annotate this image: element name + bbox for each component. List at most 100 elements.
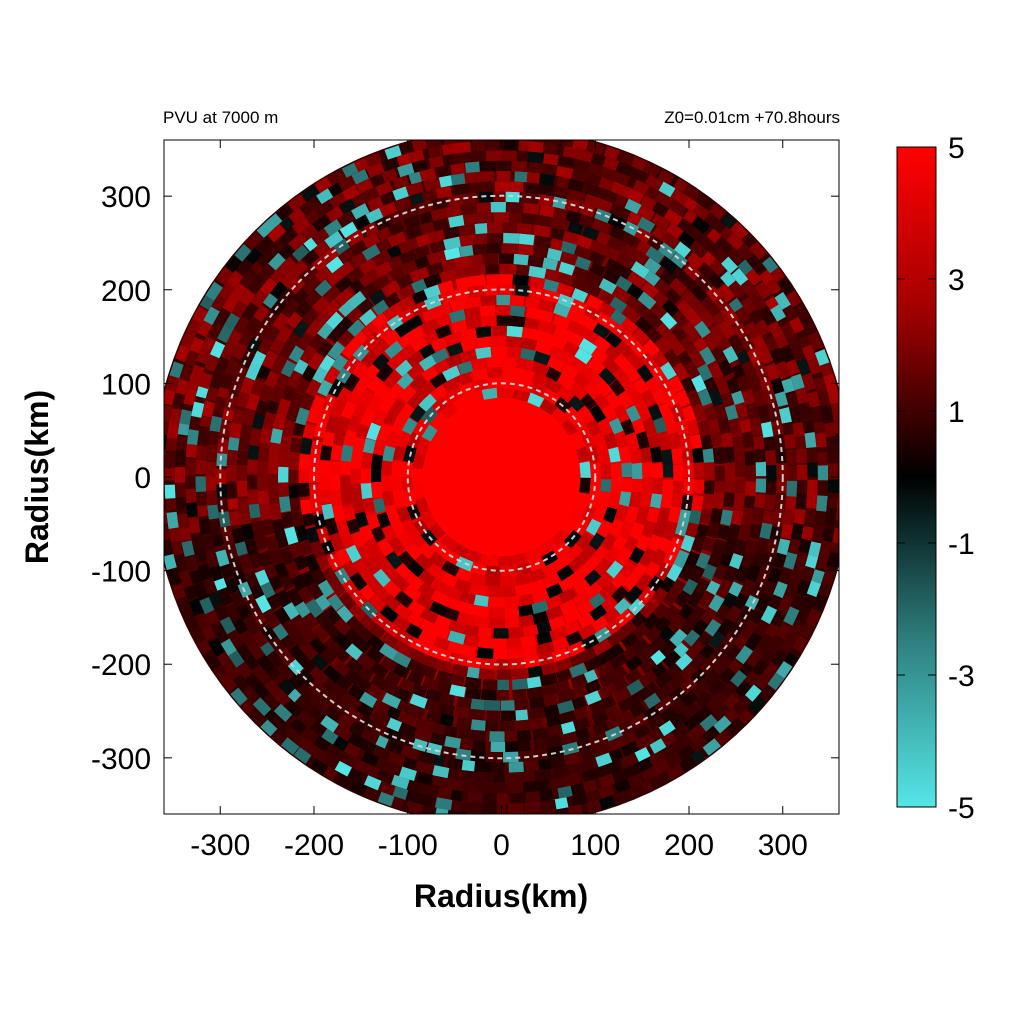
pv-cell — [235, 392, 250, 409]
pv-cell — [505, 335, 523, 348]
pv-cell — [365, 207, 385, 224]
pv-cell — [782, 509, 796, 527]
pv-cell — [164, 495, 177, 512]
pv-cell — [479, 553, 498, 567]
pv-cell — [516, 357, 533, 371]
pv-cell — [535, 214, 552, 228]
pv-cell — [699, 346, 717, 366]
pv-cell — [640, 388, 657, 407]
pv-cell — [334, 274, 354, 293]
pv-cell — [407, 149, 425, 164]
pv-cell — [744, 321, 761, 340]
pv-cell — [662, 463, 674, 478]
pv-cell — [481, 387, 498, 400]
pv-cell — [341, 184, 360, 201]
pv-cell — [266, 650, 285, 669]
pv-cell — [385, 761, 403, 777]
pv-cell — [401, 259, 419, 275]
pv-cell — [384, 504, 400, 523]
pv-cell — [264, 679, 282, 697]
pv-cell — [299, 656, 317, 674]
pv-cell — [410, 683, 428, 698]
pv-cell — [686, 723, 707, 742]
pv-cell — [646, 312, 664, 330]
pv-cell — [271, 353, 289, 373]
pv-cell — [419, 167, 437, 182]
pv-cell — [361, 570, 380, 590]
pv-cell — [244, 538, 259, 556]
pv-cell — [463, 770, 480, 783]
pv-cell — [570, 684, 589, 700]
pv-cell — [173, 553, 188, 570]
pv-cell — [595, 378, 613, 397]
pv-cell — [242, 301, 260, 320]
pv-cell — [503, 741, 518, 753]
pv-cell — [717, 417, 732, 436]
pv-cell — [205, 461, 217, 477]
pv-cell — [359, 308, 377, 326]
pv-cell — [770, 304, 787, 322]
pv-cell — [490, 336, 507, 347]
pv-cell — [512, 688, 527, 701]
pv-cell — [624, 668, 643, 685]
pv-cell — [300, 223, 319, 241]
pv-cell — [358, 614, 376, 631]
pv-cell — [544, 735, 563, 749]
pv-cell — [389, 397, 407, 415]
pv-cell — [625, 405, 642, 423]
pv-cell — [319, 489, 332, 505]
pv-cell — [620, 418, 636, 436]
pv-cell — [482, 253, 499, 265]
pv-cell — [291, 216, 311, 235]
pv-cell — [277, 256, 297, 275]
pv-cell — [538, 652, 555, 666]
pv-cell — [615, 275, 634, 293]
pv-cell — [659, 312, 678, 330]
pv-cell — [658, 639, 677, 658]
pv-cell — [635, 733, 654, 750]
pv-cell — [210, 293, 228, 312]
pv-cell — [625, 655, 643, 672]
pv-cell — [498, 555, 513, 567]
pv-cell — [572, 140, 589, 151]
pv-cell — [434, 302, 452, 317]
pv-cell — [409, 373, 428, 392]
pv-cell — [569, 431, 586, 450]
pv-cell — [511, 552, 528, 566]
pv-cell — [717, 283, 736, 303]
pv-cell — [231, 341, 248, 360]
pv-cell — [673, 549, 690, 569]
pv-cell — [380, 656, 398, 673]
pv-cell — [206, 444, 218, 462]
pv-cell — [347, 732, 366, 749]
pv-cell — [620, 752, 640, 769]
pv-cell — [692, 447, 705, 465]
pv-cell — [390, 415, 407, 434]
pv-cell — [787, 622, 804, 641]
pv-cell — [574, 255, 592, 271]
pv-cell — [610, 571, 628, 589]
pv-cell — [561, 418, 579, 437]
pv-cell — [775, 360, 791, 380]
pv-cell — [359, 525, 375, 543]
pv-cell — [391, 662, 411, 679]
pv-cell — [645, 326, 664, 345]
pv-cell — [570, 673, 588, 689]
x-axis: -300 -200 -100 0 100 200 300 — [190, 140, 808, 862]
pv-cell — [728, 280, 747, 300]
pv-cell — [592, 432, 608, 450]
pv-cell — [755, 461, 767, 477]
pv-cell — [539, 662, 557, 677]
pv-cell — [383, 580, 401, 598]
pv-cell — [482, 803, 497, 814]
pv-cell — [305, 598, 324, 619]
pv-cell — [691, 374, 707, 393]
pv-cell — [310, 394, 326, 412]
pv-cell — [259, 427, 273, 444]
pv-cell — [421, 424, 438, 442]
pv-cell — [600, 477, 612, 493]
pv-cell — [439, 534, 458, 552]
pv-cell — [794, 551, 809, 570]
pv-cell — [329, 460, 341, 476]
pv-cell — [782, 304, 799, 324]
